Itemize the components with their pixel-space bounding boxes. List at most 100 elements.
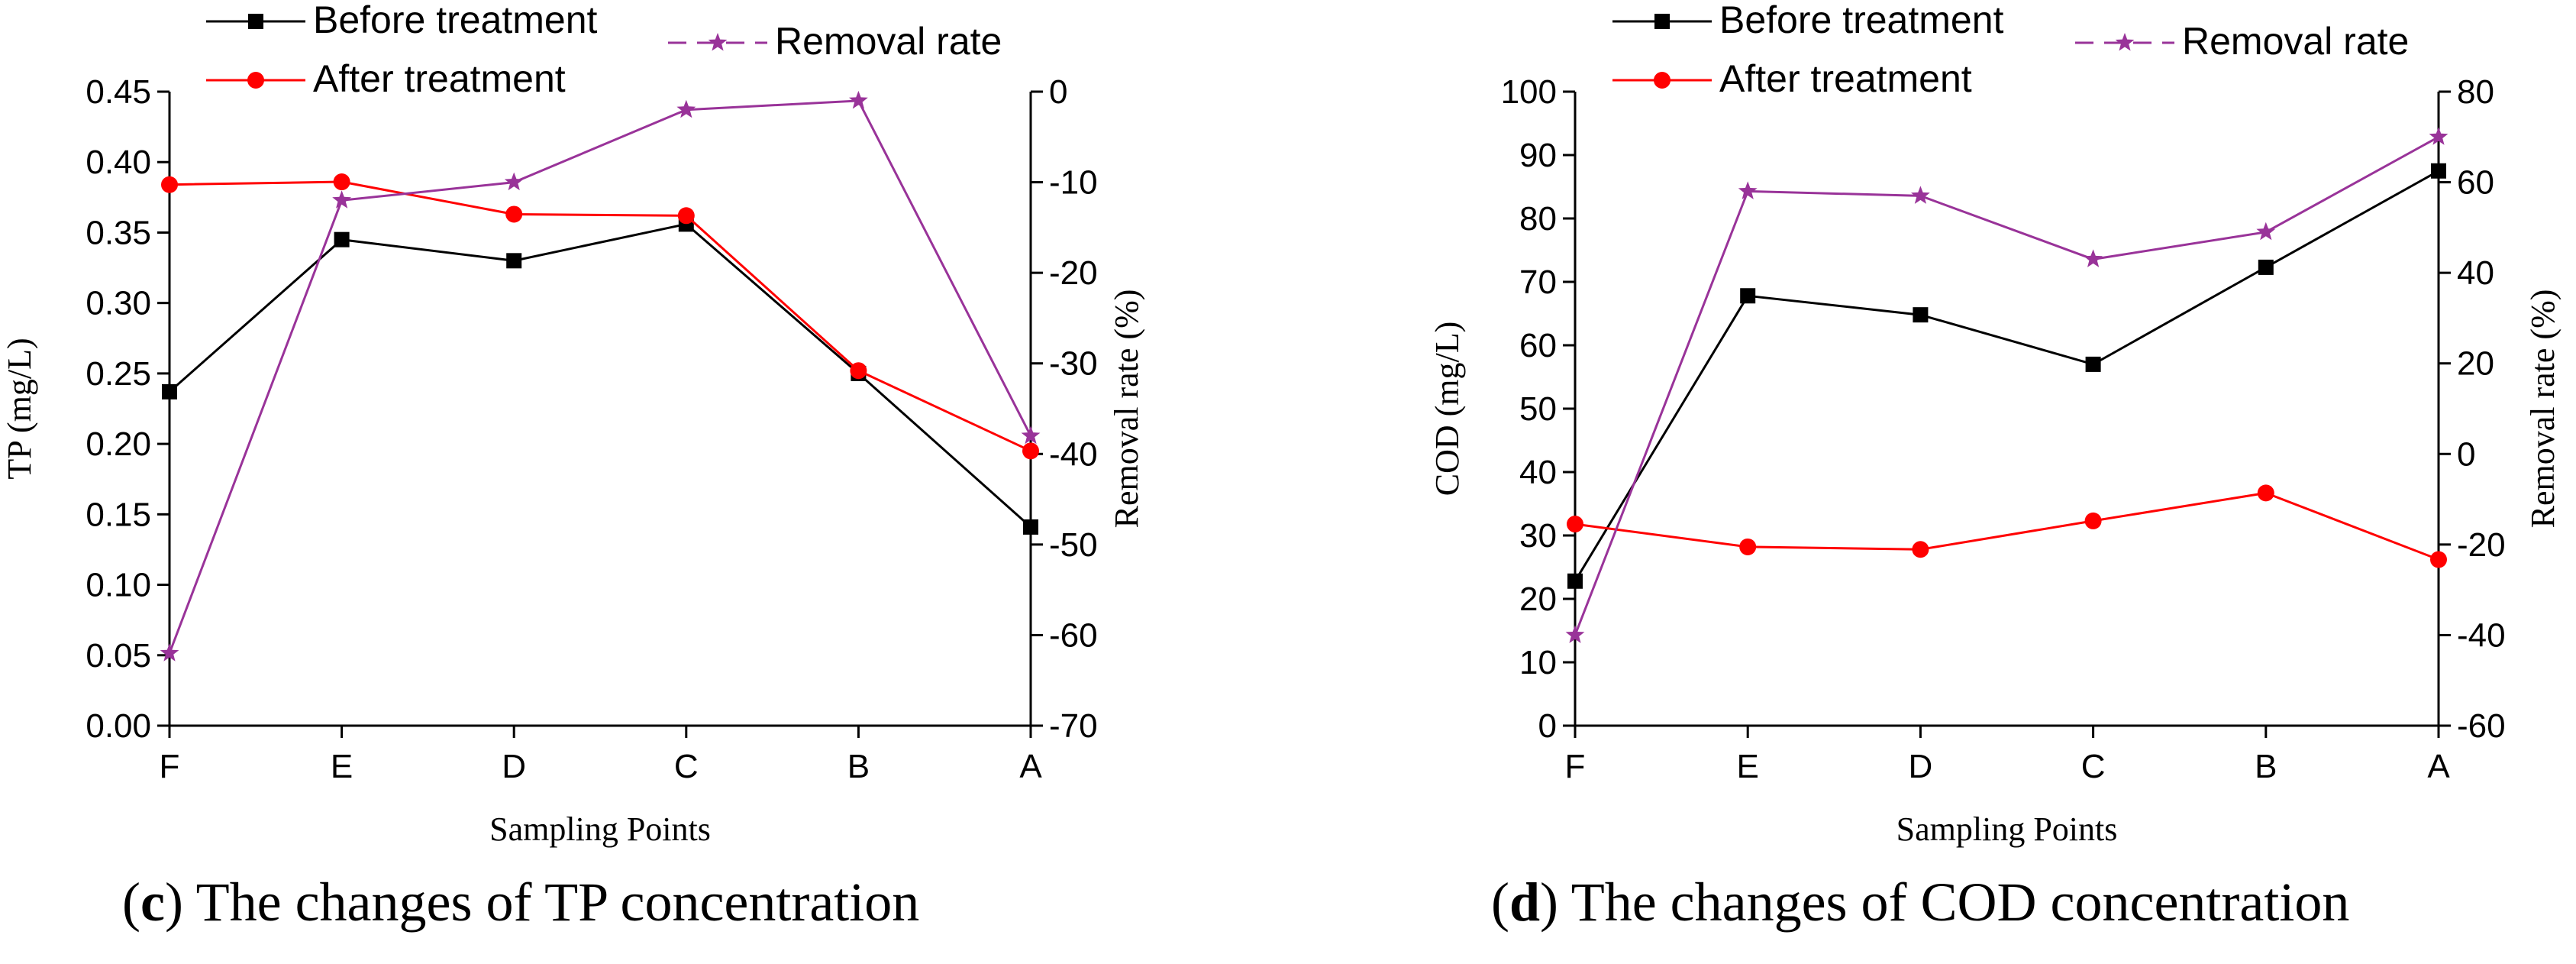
data-point	[333, 173, 350, 191]
right-y-tick-label: 40	[2457, 254, 2494, 292]
legend-marker	[2115, 33, 2135, 51]
data-point	[2258, 259, 2274, 275]
legend-label: Before treatment	[1719, 0, 2004, 41]
left-y-tick-label: 40	[1519, 454, 1557, 491]
x-tick-label: A	[2427, 748, 2450, 785]
legend-entry: Removal rate	[668, 20, 1002, 63]
left-y-tick-label: 30	[1519, 517, 1557, 555]
right-y-tick-label: -10	[1049, 164, 1098, 202]
data-point	[849, 90, 868, 109]
x-tick-label: B	[2255, 748, 2277, 785]
chart-panel-c: 0.00 0.05 0.10 0.15 0.20 0.25 0.30 0.35 0.40 0.45…	[1, 0, 1145, 933]
right-y-tick-label: 60	[2457, 164, 2494, 202]
caption-close: )	[165, 872, 183, 933]
right-y-tick-label: 80	[2457, 73, 2494, 111]
right-y-tick-label: -20	[1049, 254, 1098, 292]
legend-label: Removal rate	[775, 20, 1002, 63]
left-y-axis-title: COD (mg/L)	[1428, 322, 1466, 497]
right-y-ticks: -70 -60 -50 -40 -30 -20 -10 0	[1031, 73, 1098, 745]
right-y-ticks: -60 -40 -20 0 20 40 60 80	[2439, 73, 2506, 745]
series-removal-rate	[160, 90, 1041, 662]
left-y-tick-label: 0.00	[86, 707, 151, 745]
right-y-axis-title: Removal rate (%)	[1108, 290, 1145, 529]
x-tick-label: F	[1565, 748, 1586, 785]
left-y-tick-label: 0.05	[86, 637, 151, 674]
left-y-tick-label: 90	[1519, 137, 1557, 174]
data-point	[676, 99, 696, 118]
data-point	[1565, 625, 1585, 643]
x-tick-label: A	[1019, 748, 1042, 785]
left-y-tick-label: 10	[1519, 644, 1557, 681]
data-point	[1567, 573, 1583, 589]
series-line	[169, 222, 1031, 529]
right-y-tick-label: -60	[2457, 707, 2506, 745]
data-point	[2084, 512, 2102, 529]
right-y-tick-label: -50	[1049, 526, 1098, 564]
left-y-tick-label: 20	[1519, 581, 1557, 618]
x-tick-label: E	[1737, 748, 1759, 785]
data-point	[1740, 288, 1756, 304]
data-point	[505, 205, 523, 223]
data-point	[506, 253, 522, 269]
series-line	[1574, 135, 2439, 636]
right-y-tick-label: -40	[2457, 616, 2506, 654]
legend-marker	[247, 72, 264, 89]
x-tick-label: C	[674, 748, 699, 785]
caption-text: The changes of COD concentration	[1558, 872, 2349, 933]
data-point	[1912, 541, 1929, 558]
legend-entry: Before treatment	[1612, 0, 2004, 41]
data-point	[162, 383, 177, 400]
right-y-tick-label: 0	[1049, 73, 1067, 111]
caption-open: (	[122, 872, 140, 933]
series-before-treatment	[1567, 163, 2446, 589]
caption-close: )	[1540, 872, 1558, 933]
x-tick-label: B	[847, 748, 870, 785]
legend-marker	[1654, 14, 1670, 29]
left-y-axis-title: TP (mg/L)	[1, 338, 38, 479]
data-point	[1739, 538, 1757, 555]
data-point	[1023, 519, 1038, 535]
left-y-tick-label: 0.45	[86, 73, 151, 111]
x-tick-label: E	[331, 748, 353, 785]
caption-text: The changes of TP concentration	[183, 872, 919, 933]
right-y-tick-label: -30	[1049, 345, 1098, 383]
series-line	[1574, 170, 2439, 582]
right-y-tick-label: 0	[2457, 435, 2475, 473]
series-line	[168, 99, 1032, 654]
series-line	[1574, 491, 2439, 561]
data-point	[2429, 127, 2448, 145]
right-y-tick-label: -20	[2457, 526, 2506, 564]
data-point	[677, 207, 695, 225]
left-y-tick-label: 0.10	[86, 567, 151, 604]
left-y-ticks: 0 10 20 30 40 50 60 70 80 90 100	[1501, 73, 1575, 745]
x-tick-label: F	[160, 748, 180, 785]
left-y-tick-label: 0	[1538, 707, 1557, 745]
chart-panel-d: 0 10 20 30 40 50 60 70 80 90 100 -60 -40 -20 0 20 40 60 80…	[1428, 0, 2561, 933]
series-removal-rate	[1565, 127, 2448, 643]
data-point	[1738, 181, 1758, 199]
figure-caption: (d) The changes of COD concentration	[1491, 872, 2349, 933]
legend-label: After treatment	[1719, 57, 1972, 100]
data-point	[1022, 442, 1039, 460]
legend-entry: After treatment	[206, 57, 566, 100]
legend-marker	[1654, 72, 1671, 89]
left-y-tick-label: 0.15	[86, 496, 151, 533]
left-y-tick-label: 0.25	[86, 355, 151, 393]
data-point	[2085, 356, 2101, 372]
left-y-tick-label: 60	[1519, 327, 1557, 364]
legend: Before treatment After treatment Removal r…	[206, 0, 1002, 100]
x-tick-label: D	[1909, 748, 1933, 785]
right-y-tick-label: -70	[1049, 707, 1098, 745]
left-y-tick-label: 70	[1519, 264, 1557, 301]
data-point	[2084, 249, 2103, 267]
data-point	[1913, 307, 1929, 323]
series-after-treatment	[161, 173, 1039, 460]
data-point	[2257, 484, 2274, 502]
data-point	[1911, 186, 1930, 204]
right-y-tick-label: -40	[1049, 435, 1098, 473]
left-y-tick-label: 80	[1519, 200, 1557, 238]
legend: Before treatment After treatment Removal r…	[1612, 0, 2409, 100]
x-tick-label: C	[2081, 748, 2106, 785]
